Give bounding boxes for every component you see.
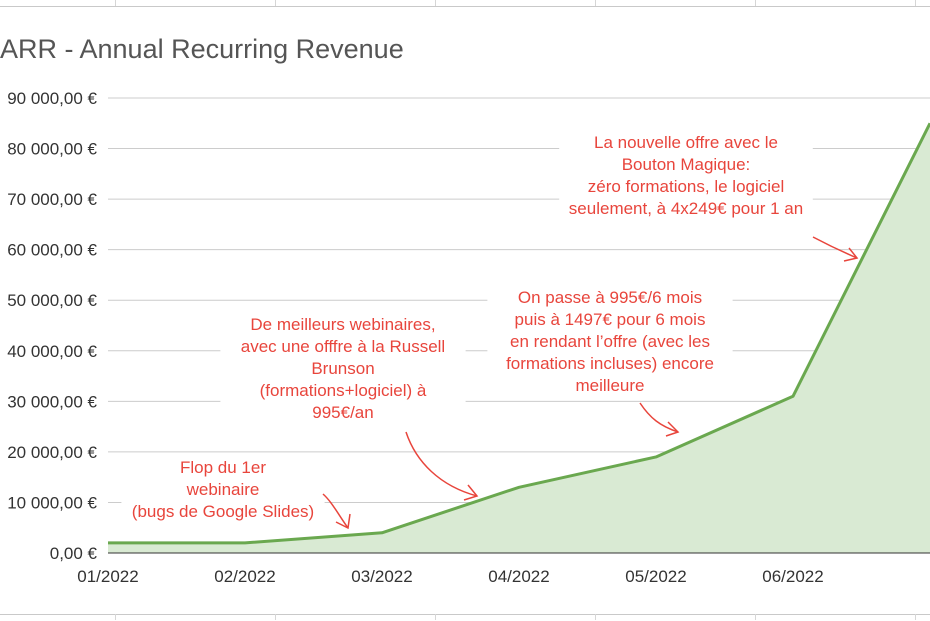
annotation-background: [559, 131, 813, 223]
sheet-column-separator: [115, 0, 116, 6]
y-tick-label: 50 000,00 €: [7, 291, 97, 310]
annotation-text: 995€/an: [312, 403, 373, 422]
sheet-column-separator: [595, 614, 596, 620]
sheet-column-separator: [755, 0, 756, 6]
annotation-arrow: [812, 236, 858, 259]
annotation-text: en rendant l’offre (avec les: [510, 332, 710, 351]
annotation-text: seulement, à 4x249€ pour 1 an: [569, 199, 803, 218]
sheet-column-separator: [595, 0, 596, 6]
annotation-arrow: [639, 402, 679, 433]
annotation-arrowhead: [665, 421, 680, 437]
x-tick-label: 03/2022: [351, 567, 412, 586]
annotation-text: Brunson: [311, 359, 374, 378]
sheet-column-separator: [435, 614, 436, 620]
annotation-text: webinaire: [186, 480, 260, 499]
series-area: [108, 123, 930, 554]
annotation-arrowhead: [463, 484, 479, 501]
y-tick-label: 10 000,00 €: [7, 493, 97, 512]
annotation-text: De meilleurs webinaires,: [250, 315, 435, 334]
y-tick-label: 0,00 €: [50, 544, 98, 563]
annotation-text: Flop du 1er: [180, 458, 266, 477]
annotation-background: [220, 313, 466, 427]
y-tick-label: 80 000,00 €: [7, 140, 97, 159]
sheet-grid-top: [0, 0, 930, 7]
annotation-background: [487, 286, 733, 400]
sheet-column-separator: [915, 0, 916, 6]
annotation-arrowhead: [843, 247, 859, 262]
chart-title: ARR - Annual Recurring Revenue: [0, 34, 404, 64]
sheet-column-separator: [115, 614, 116, 620]
y-tick-label: 30 000,00 €: [7, 392, 97, 411]
annotation-background: [121, 456, 325, 526]
annotation-text: zéro formations, le logiciel: [588, 177, 785, 196]
annotation-text: formations incluses) encore: [506, 354, 714, 373]
annotation-text: On passe à 995€/6 mois: [518, 288, 702, 307]
x-tick-label: 04/2022: [488, 567, 549, 586]
sheet-grid-bottom: [0, 614, 930, 621]
annotation-arrow: [405, 431, 478, 497]
sheet-column-separator: [275, 614, 276, 620]
series-line: [108, 122, 930, 545]
annotation-text: (formations+logiciel) à: [260, 381, 427, 400]
y-tick-label: 70 000,00 €: [7, 190, 97, 209]
annotation-text: (bugs de Google Slides): [132, 502, 314, 521]
y-tick-label: 90 000,00 €: [7, 89, 97, 108]
annotation-text: Bouton Magique:: [622, 155, 751, 174]
y-tick-label: 60 000,00 €: [7, 241, 97, 260]
x-tick-label: 01/2022: [77, 567, 138, 586]
x-tick-label: 02/2022: [214, 567, 275, 586]
y-tick-label: 40 000,00 €: [7, 342, 97, 361]
sheet-column-separator: [275, 0, 276, 6]
x-tick-label: 06/2022: [762, 567, 823, 586]
annotation-text: meilleure: [576, 376, 645, 395]
annotation-text: La nouvelle offre avec le: [594, 133, 778, 152]
y-tick-label: 20 000,00 €: [7, 443, 97, 462]
annotation-arrowhead: [335, 513, 351, 530]
x-tick-label: 05/2022: [625, 567, 686, 586]
sheet-column-separator: [435, 0, 436, 6]
annotation-text: puis à 1497€ pour 6 mois: [515, 310, 706, 329]
sheet-column-separator: [915, 614, 916, 620]
annotation-text: avec une offfre à la Russell: [241, 337, 445, 356]
sheet-column-separator: [755, 614, 756, 620]
annotation-arrow: [322, 493, 349, 529]
